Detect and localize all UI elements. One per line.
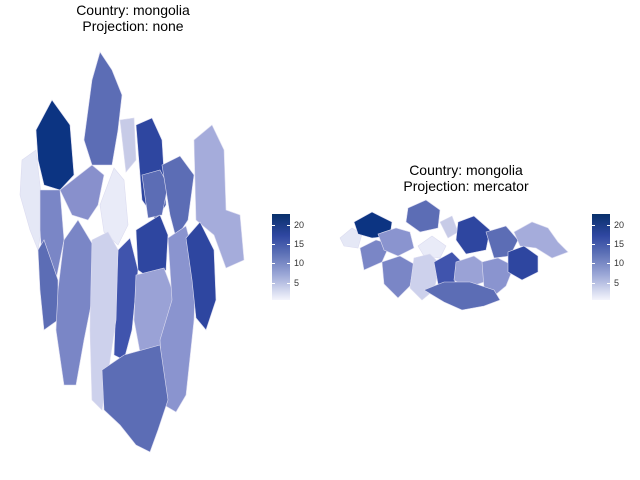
legend-label: 20 [614, 220, 625, 230]
province [141, 169, 169, 219]
map-mercator [339, 199, 569, 311]
title-projection: Projection: mercator [403, 178, 529, 194]
province [423, 281, 501, 311]
legend-label: 15 [294, 239, 305, 249]
legend-label: 5 [294, 278, 300, 288]
province [377, 227, 415, 257]
province [161, 155, 195, 239]
province [101, 344, 169, 453]
province [455, 215, 491, 255]
province [339, 227, 363, 249]
title-country: Country: mongolia [409, 162, 523, 178]
province [83, 51, 123, 166]
legend-label: 5 [614, 278, 620, 288]
province [193, 124, 245, 269]
title-country: Country: mongolia [76, 2, 190, 18]
color-scale-bar [592, 214, 610, 300]
title-projection: Projection: none [82, 18, 184, 34]
province [89, 231, 119, 411]
map-title-mercator: Country: mongolia Projection: mercator [366, 162, 566, 194]
province [405, 199, 441, 233]
province [381, 255, 415, 299]
province [55, 219, 97, 386]
legend-label: 20 [294, 220, 305, 230]
province [99, 167, 129, 246]
province [359, 239, 391, 271]
province [35, 99, 75, 191]
province [507, 245, 539, 281]
province [417, 235, 447, 259]
map-unprojected [19, 51, 245, 453]
color-scale-bar [272, 214, 290, 300]
legend-label: 10 [614, 258, 625, 268]
province [119, 117, 137, 173]
legend-label: 15 [614, 239, 625, 249]
province [59, 164, 105, 221]
province [485, 225, 519, 259]
province [185, 221, 217, 331]
province [439, 215, 459, 239]
legend-label: 10 [294, 258, 305, 268]
map-title-unprojected: Country: mongolia Projection: none [33, 2, 233, 34]
